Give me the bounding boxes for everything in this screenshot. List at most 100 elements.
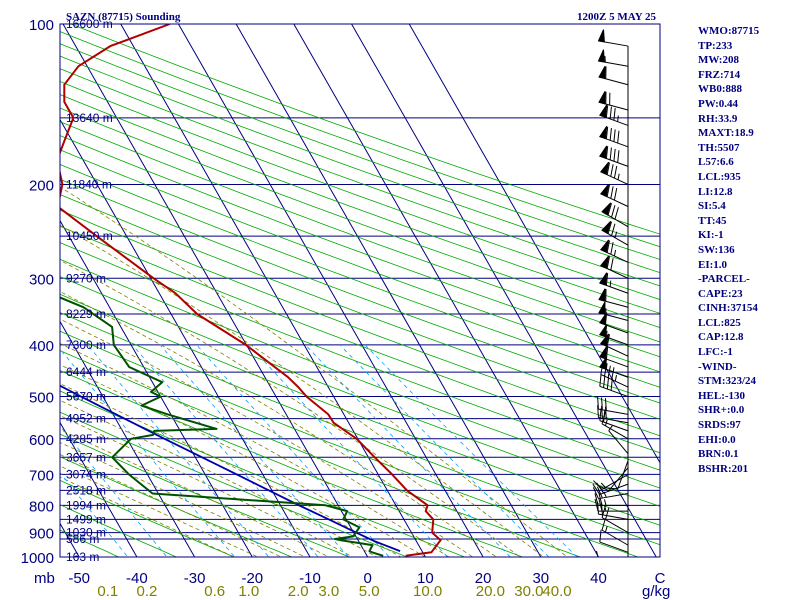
pressure-tick-label: 700	[29, 467, 54, 484]
dry-adiabat-line	[60, 456, 293, 557]
index-value: PW:0.44	[698, 97, 739, 110]
wind-barb-half-feather	[605, 363, 608, 370]
grid-lines	[60, 24, 660, 557]
index-value: STM:323/24	[698, 375, 757, 388]
wind-barb-staff	[601, 529, 629, 546]
wind-barb	[599, 373, 629, 398]
wind-barb-pennant	[600, 161, 610, 176]
wind-barb-feather	[596, 486, 603, 499]
wind-barb	[592, 486, 629, 500]
wind-barb-feather	[599, 529, 602, 543]
wind-barb-feather	[609, 106, 612, 120]
wind-barb-feather	[594, 493, 599, 506]
wind-barb-pennant	[599, 272, 608, 286]
wind-barb-feather	[598, 493, 603, 506]
wind-barb	[597, 467, 629, 492]
wind-barb-feather	[592, 483, 601, 495]
wind-barb-staff	[599, 541, 629, 553]
wind-barb	[598, 91, 629, 111]
dry-adiabat-line	[60, 94, 660, 314]
sounding-traces	[60, 24, 442, 557]
wind-barb	[597, 396, 629, 415]
height-label: 9270 m	[66, 271, 106, 285]
isotherm-line	[351, 24, 657, 557]
height-label: 10450 m	[66, 229, 113, 243]
moist-adiabat-line	[60, 399, 378, 557]
isotherm-line	[235, 24, 542, 557]
mixing-ratio-line	[248, 344, 449, 557]
height-label: 2518 m	[66, 483, 106, 497]
wind-barb	[597, 405, 629, 424]
temperature-trace	[60, 24, 442, 557]
wind-barb-feather	[599, 373, 602, 387]
height-label: 13640 m	[66, 111, 113, 125]
wind-barb-feather	[607, 221, 612, 234]
height-label: 6444 m	[66, 365, 106, 379]
height-label: 586 m	[66, 532, 99, 546]
dry-adiabat-line	[60, 350, 582, 557]
mixing-ratio-label: 3.0	[318, 583, 339, 600]
wind-barb-half-feather	[604, 499, 607, 506]
wind-barb-pennant	[599, 346, 608, 360]
wind-barb-feather	[592, 487, 599, 499]
wind-barb	[599, 145, 629, 167]
wind-barb-feather	[607, 203, 612, 216]
wind-barb-feather	[606, 162, 610, 175]
wind-barb	[599, 312, 629, 334]
wind-barb-pennant	[600, 183, 610, 198]
index-value: EI:1.0	[698, 258, 728, 271]
index-value: BSHR:201	[698, 462, 749, 475]
temperature-tick-label: -50	[68, 570, 90, 587]
wind-barb-staff	[608, 467, 629, 492]
height-label: 5670 m	[66, 390, 106, 404]
wind-barb-pennant	[597, 29, 605, 43]
wind-barb-feather	[605, 273, 609, 286]
dewpoint-trace	[60, 296, 384, 557]
dry-adiabat-line	[60, 242, 660, 471]
dry-adiabat-line	[60, 43, 660, 260]
wind-barb	[597, 49, 629, 67]
height-label: 7300 m	[66, 338, 106, 352]
index-value: CAPE:23	[698, 287, 743, 300]
dry-adiabat-line	[60, 194, 660, 420]
wind-barb-staff	[601, 474, 629, 490]
wind-barb-staff	[599, 483, 629, 495]
wind-barb-feather	[606, 240, 610, 253]
index-value: TP:233	[698, 39, 733, 52]
temperature-tick-label: -10	[299, 570, 321, 587]
index-value: CAP:12.8	[698, 331, 744, 344]
index-value: SI:5.4	[698, 200, 726, 213]
wind-barb-pennant	[599, 145, 608, 159]
wind-barb-feather	[606, 334, 610, 347]
temperature-unit-label: C	[655, 570, 666, 587]
pressure-tick-label: 400	[29, 338, 54, 355]
isotherm-line	[60, 118, 311, 557]
dry-adiabat-line	[60, 107, 660, 328]
wind-barb-feather	[604, 406, 607, 419]
wind-barb	[599, 408, 629, 432]
wind-barb-feather	[609, 127, 612, 141]
wind-barb-pennant	[597, 49, 605, 63]
index-value: LI:12.8	[698, 185, 733, 198]
wind-barb-pennant	[598, 288, 606, 302]
dry-adiabat-line	[60, 258, 660, 489]
wind-barb	[600, 239, 629, 263]
wind-barb	[599, 126, 629, 148]
index-value: -PARCEL-	[698, 273, 750, 286]
wind-barb-pennant	[599, 126, 608, 140]
mixing-ratio-line	[305, 344, 511, 557]
moist-adiabat-line	[60, 383, 402, 557]
wind-barb-feather	[605, 487, 618, 490]
dry-adiabat-line	[60, 178, 660, 404]
wind-barb-feather	[610, 242, 614, 255]
wind-barb-feather	[597, 396, 599, 410]
height-label: 1994 m	[66, 498, 106, 512]
wind-barb-pennant	[598, 91, 606, 105]
wind-barb-feather	[607, 365, 611, 378]
dry-adiabat-line	[60, 276, 660, 507]
height-label: 3657 m	[66, 450, 106, 464]
wind-barb-feather	[613, 148, 616, 162]
index-value: SW:136	[698, 243, 735, 256]
pressure-tick-label: 800	[29, 498, 54, 515]
dry-adiabat-line	[60, 55, 660, 274]
